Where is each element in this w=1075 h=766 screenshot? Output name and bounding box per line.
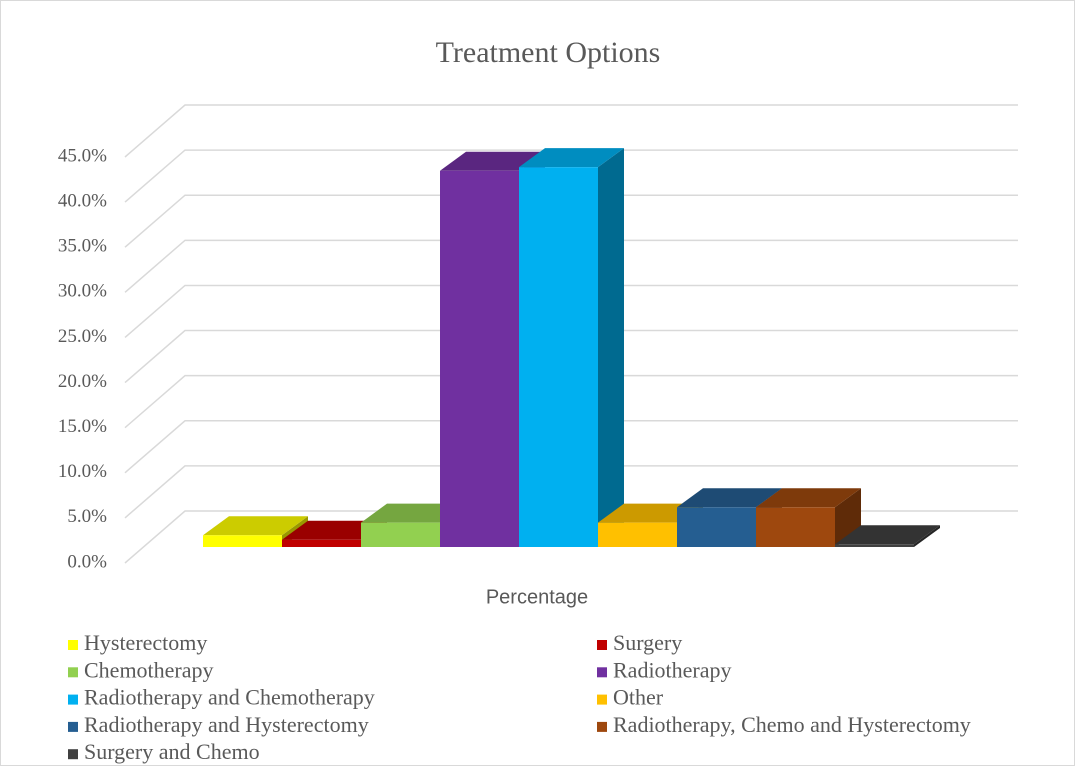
bar-top [835, 525, 940, 545]
bar [282, 539, 361, 547]
legend-label: Radiotherapy [613, 657, 732, 682]
legend-swatch [68, 694, 78, 705]
bar [756, 507, 835, 547]
grid-line [124, 149, 1018, 203]
bar-top [361, 503, 466, 523]
bar-top [756, 488, 861, 508]
legend-swatch [68, 667, 78, 678]
legend-label: Radiotherapy and Hysterectomy [84, 712, 369, 737]
grid-line [124, 374, 1018, 429]
grid-line [124, 329, 1018, 384]
bar-top [598, 503, 703, 523]
legend-label: Chemotherapy [84, 657, 214, 682]
y-tick-label: 45.0% [58, 145, 107, 166]
legend-label: Radiotherapy and Chemotherapy [84, 685, 375, 710]
legend-swatch [68, 721, 78, 732]
y-tick-label: 25.0% [58, 326, 107, 347]
grid-line [124, 284, 1018, 339]
bar [677, 507, 756, 547]
legend-swatch [597, 721, 607, 732]
bar [519, 167, 598, 548]
legend-swatch [597, 667, 607, 678]
y-tick-label: 35.0% [58, 236, 107, 257]
y-tick-label: 10.0% [58, 461, 107, 482]
bar [203, 535, 282, 547]
y-tick-label: 0.0% [67, 551, 107, 572]
y-tick-label: 40.0% [58, 190, 107, 211]
chart-title: Treatment Options [436, 36, 661, 69]
y-tick-label: 5.0% [67, 506, 107, 527]
bar [361, 522, 440, 547]
bar-top [677, 488, 782, 508]
legend-swatch [597, 694, 607, 705]
grid-line [124, 104, 1018, 158]
legend-label: Hysterectomy [84, 630, 207, 655]
bar [835, 544, 914, 547]
bar-side [914, 525, 940, 547]
legend-label: Surgery [613, 630, 682, 655]
legend-label: Other [613, 685, 664, 710]
legend-label: Surgery and Chemo [84, 739, 260, 764]
grid-line [124, 465, 1018, 519]
bar-top [440, 151, 545, 171]
legend-label: Radiotherapy, Chemo and Hysterectomy [613, 712, 971, 737]
bar-side [598, 148, 624, 548]
bar-top [282, 520, 387, 540]
y-tick-label: 15.0% [58, 416, 107, 437]
legend-swatch [68, 749, 78, 760]
grid-line [124, 194, 1018, 248]
y-tick-label: 30.0% [58, 281, 107, 302]
x-category-label: Percentage [486, 586, 588, 608]
bar-top [519, 148, 624, 168]
y-tick-label: 20.0% [58, 371, 107, 392]
grid-line [124, 239, 1018, 293]
bar [598, 522, 677, 547]
bar [440, 170, 519, 548]
legend-swatch [68, 640, 78, 650]
legend-swatch [597, 640, 607, 650]
grid-line [124, 420, 1018, 474]
bar-top [203, 516, 308, 536]
